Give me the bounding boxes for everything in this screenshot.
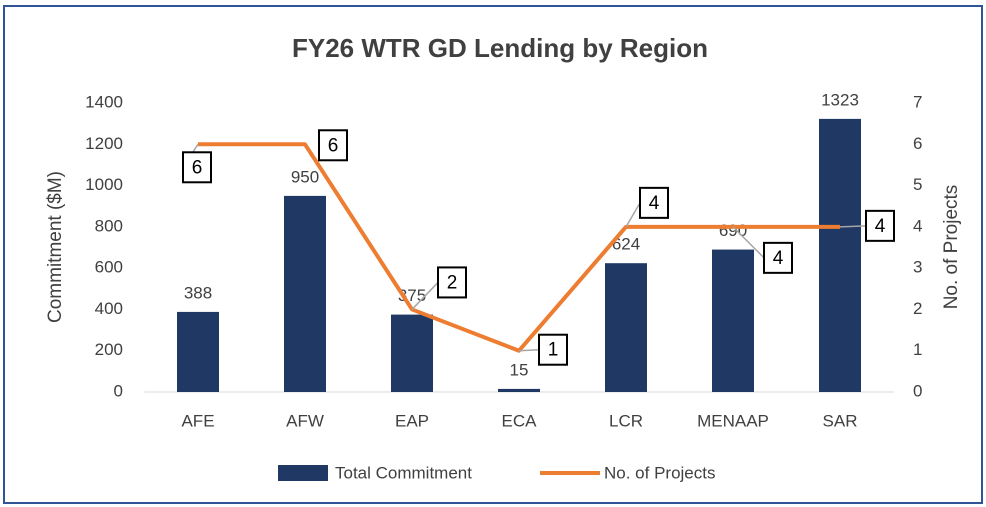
bar — [819, 118, 861, 393]
line-value-box — [318, 129, 348, 162]
leader-line — [625, 202, 641, 228]
chart-title: FY26 WTR GD Lending by Region — [292, 33, 708, 63]
bar-value-label: 1323 — [821, 90, 859, 109]
bar-value-label: 15 — [510, 360, 529, 379]
bar — [498, 388, 540, 392]
line-value-box — [639, 186, 669, 219]
x-tick-label: SAR — [823, 411, 858, 430]
y2-tick-label: 6 — [913, 134, 922, 153]
bar-value-label: 624 — [612, 235, 640, 254]
y-tick-label: 600 — [95, 258, 123, 277]
y-tick-label: 400 — [95, 299, 123, 318]
line-value-label: 4 — [773, 248, 784, 269]
line-value-box — [437, 266, 467, 299]
legend-label: Total Commitment — [335, 463, 472, 482]
leader-line — [839, 225, 867, 228]
y2-tick-label: 3 — [913, 258, 922, 277]
bar — [712, 249, 754, 392]
y-axis-title: Commitment ($M) — [45, 171, 66, 323]
x-tick-label: AFW — [286, 411, 324, 430]
leader-line — [518, 348, 540, 352]
bar — [391, 314, 433, 392]
leader-line — [411, 281, 439, 310]
line-value-label: 2 — [447, 272, 458, 293]
x-tick-label: EAP — [395, 411, 429, 430]
line-value-label: 4 — [875, 216, 886, 237]
y2-tick-label: 4 — [913, 216, 922, 235]
bar — [605, 263, 647, 392]
y-tick-label: 200 — [95, 340, 123, 359]
line-value-box — [763, 241, 793, 274]
bar — [284, 195, 326, 392]
y2-axis-title: No. of Projects — [941, 185, 962, 310]
x-tick-label: ECA — [502, 411, 538, 430]
line-value-box — [538, 333, 568, 366]
bar-value-label: 950 — [291, 167, 319, 186]
y-tick-label: 1000 — [85, 175, 123, 194]
line-value-label: 4 — [649, 193, 660, 214]
y-tick-label: 1400 — [85, 92, 123, 111]
bar-value-label: 388 — [184, 283, 212, 302]
y2-tick-label: 0 — [913, 381, 922, 400]
y2-tick-label: 1 — [913, 340, 922, 359]
legend-swatch — [278, 465, 328, 481]
x-tick-label: LCR — [609, 411, 643, 430]
y2-tick-label: 2 — [913, 299, 922, 318]
bar — [177, 311, 219, 392]
x-tick-label: MENAAP — [697, 411, 769, 430]
line-value-label: 6 — [328, 135, 339, 156]
x-tick-label: AFE — [181, 411, 214, 430]
line-value-label: 1 — [548, 340, 559, 361]
legend-label: No. of Projects — [604, 463, 716, 482]
y-tick-label: 1200 — [85, 134, 123, 153]
line-value-box — [182, 151, 212, 184]
y-tick-label: 0 — [114, 381, 123, 400]
line-value-box — [865, 209, 895, 242]
leader-line — [732, 226, 765, 259]
line-value-label: 6 — [192, 157, 203, 178]
y2-tick-label: 5 — [913, 175, 922, 194]
y2-tick-label: 7 — [913, 92, 922, 111]
y-tick-label: 800 — [95, 216, 123, 235]
